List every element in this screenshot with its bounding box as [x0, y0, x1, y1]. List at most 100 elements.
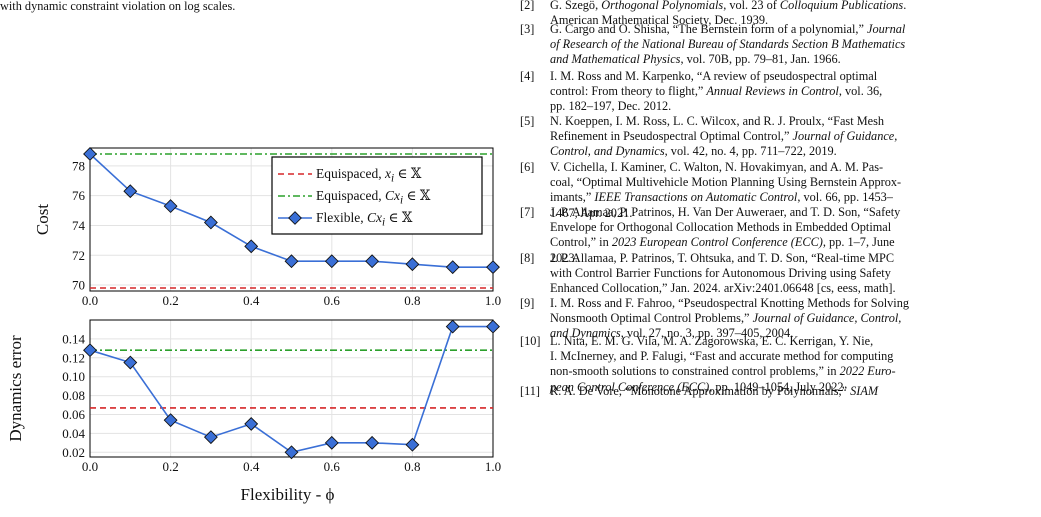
legend-label: Flexible, Cxi ∈ 𝕏: [316, 210, 413, 228]
y-tick-label: 72: [72, 248, 85, 263]
reference-line: Nonsmooth Optimal Control Problems,” Jou…: [550, 311, 902, 326]
reference-line: L. Nita, E. M. G. Vila, M. A. Zagorowska…: [550, 334, 874, 348]
data-point: [123, 184, 138, 199]
chart-dyn: 0.0 0.2 0.4 0.6 0.8 1.0 0.02 0.04 0.06 0.08 0.10 0.…: [6, 319, 501, 504]
reference-line: imants,” IEEE Transactions on Automatic …: [550, 190, 893, 205]
reference-line: pp. 182–197, Dec. 2012.: [550, 99, 672, 114]
reference-line: Control,” in 2023 European Control Confe…: [550, 235, 895, 250]
caption-fragment: with dynamic constraint violation on log…: [0, 0, 236, 13]
data-point: [83, 147, 97, 161]
data-point: [123, 355, 138, 370]
reference-text: V. Cichella, I. Kaminer, C. Walton, N. H…: [550, 160, 1036, 221]
reference-text: G. Szegö, Orthogonal Polynomials, vol. 2…: [550, 0, 1036, 28]
data-point: [284, 445, 299, 460]
reference-line: Envelope for Orthogonal Collocation Meth…: [550, 220, 892, 235]
y-tick-label: 78: [72, 158, 85, 173]
reference-line: I. M. Ross and F. Fahroo, “Pseudospectra…: [550, 296, 910, 310]
reference-line: of Research of the National Bureau of St…: [550, 37, 906, 52]
reference-text: R. A. De Vore, “Monotone Approximation b…: [550, 384, 1036, 399]
data-point: [486, 319, 500, 334]
data-point: [324, 254, 339, 269]
y-tick-label: 0.14: [62, 331, 85, 346]
reference-line: pean Control Conference (ECC), pp. 1049–…: [550, 379, 847, 394]
legend-entry-2: Flexible, Cxi ∈ 𝕏: [316, 210, 413, 228]
data-point: [244, 239, 259, 254]
reference-line: R. A. De Vore, “Monotone Approximation b…: [550, 384, 879, 398]
data-point: [405, 437, 420, 452]
y-tick-label: 0.08: [62, 388, 85, 403]
reference-line: control: From theory to flight,” Annual …: [550, 84, 883, 99]
reference-line: non-smooth solutions to constrained cont…: [550, 364, 896, 379]
x-tick-label: 0.8: [404, 459, 420, 474]
x-tick-label: 0.2: [162, 293, 178, 308]
reference-number: [6]: [520, 160, 535, 174]
y-tick-label: 0.12: [62, 350, 85, 365]
y-tick-label: 76: [72, 188, 86, 203]
y-axis-label: Dynamics error: [6, 335, 25, 442]
reference-text: L. Nita, E. M. G. Vila, M. A. Zagorowska…: [550, 334, 1036, 395]
reference-number: [9]: [520, 296, 535, 310]
reference-line: J. P. Allamaa, P. Patrinos, T. Ohtsuka, …: [550, 251, 895, 265]
reference-line: 2023.: [550, 250, 578, 265]
reference-line: Enhanced Collocation,” Jan. 2024. arXiv:…: [550, 281, 896, 296]
reference-line: American Mathematical Society, Dec. 1939…: [550, 13, 769, 28]
data-point: [445, 319, 460, 334]
reference-number: [11]: [520, 384, 541, 398]
reference-line: Control, and Dynamics, vol. 42, no. 4, p…: [550, 144, 837, 159]
y-tick-label: 0.04: [62, 426, 85, 441]
legend-entry-0: Equispaced, xi ∈ 𝕏: [316, 166, 422, 184]
plot-frame: [89, 147, 494, 292]
reference-line: with Control Barrier Functions for Auton…: [550, 266, 891, 281]
data-point: [445, 260, 460, 275]
y-tick-label: 70: [72, 278, 85, 293]
reference-line: and Dynamics, vol. 27, no. 3, pp. 397–40…: [550, 326, 794, 341]
data-point: [365, 254, 380, 269]
y-tick-label: 74: [72, 218, 86, 233]
x-axis-label: Flexibility - ϕ: [241, 485, 335, 504]
reference-line: V. Cichella, I. Kaminer, C. Walton, N. H…: [550, 160, 884, 174]
data-point: [203, 430, 218, 445]
x-tick-label: 0.4: [243, 293, 260, 308]
y-tick-label: 0.06: [62, 407, 85, 422]
data-point: [405, 257, 420, 272]
data-point: [365, 435, 380, 450]
reference-line: and Mathematical Physics, vol. 70B, pp. …: [550, 52, 841, 67]
y-axis-label: Cost: [33, 204, 52, 235]
reference-text: J. P. Allamaa, P. Patrinos, T. Ohtsuka, …: [550, 251, 1036, 297]
data-point: [486, 260, 500, 275]
y-tick-label: 0.10: [62, 369, 85, 384]
reference-number: [4]: [520, 69, 535, 83]
reference-line: 1467, Apr. 2021.: [550, 205, 633, 220]
reference-line: G. Cargo and O. Shisha, “The Bernstein f…: [550, 22, 906, 36]
reference-text: G. Cargo and O. Shisha, “The Bernstein f…: [550, 22, 1036, 68]
x-tick-label: 0.6: [324, 293, 341, 308]
reference-text: N. Koeppen, I. M. Ross, L. C. Wilcox, an…: [550, 114, 1036, 160]
legend-label: Equispaced, Cxi ∈ 𝕏: [316, 188, 431, 206]
reference-line: I. McInerney, and P. Falugi, “Fast and a…: [550, 349, 894, 364]
reference-number: [2]: [520, 0, 535, 12]
x-tick-label: 0.8: [404, 293, 420, 308]
legend-label: Equispaced, xi ∈ 𝕏: [316, 166, 422, 184]
figure: 0.0 0.2 0.4 0.6 0.8 1.0 70 72 74 76 78 Cost Equispac…: [6, 147, 501, 504]
chart-cost: 0.0 0.2 0.4 0.6 0.8 1.0 70 72 74 76 78 Cost Equispac…: [33, 147, 501, 308]
x-tick-label: 0.4: [243, 459, 260, 474]
data-point: [203, 215, 218, 230]
reference-text: I. M. Ross and F. Fahroo, “Pseudospectra…: [550, 296, 1036, 342]
reference-line: N. Koeppen, I. M. Ross, L. C. Wilcox, an…: [550, 114, 885, 128]
reference-text: J. P. Allamaa, P. Patrinos, H. Van Der A…: [550, 205, 1036, 266]
data-point: [83, 343, 97, 358]
x-tick-label: 0.0: [82, 293, 98, 308]
chart-legend: Equispaced, xi ∈ 𝕏 Equispaced, Cxi ∈ 𝕏 Fle…: [271, 156, 483, 235]
data-point: [244, 416, 259, 431]
plot-frame: [89, 319, 494, 458]
y-tick-label: 0.02: [62, 445, 85, 460]
x-tick-label: 1.0: [485, 459, 501, 474]
reference-number: [3]: [520, 22, 535, 36]
data-point: [284, 254, 299, 269]
x-tick-label: 0.2: [162, 459, 178, 474]
reference-line: I. M. Ross and M. Karpenko, “A review of…: [550, 69, 878, 83]
x-tick-label: 1.0: [485, 293, 501, 308]
reference-number: [8]: [520, 251, 535, 265]
legend-box: [271, 156, 483, 235]
legend-marker: [288, 211, 302, 225]
